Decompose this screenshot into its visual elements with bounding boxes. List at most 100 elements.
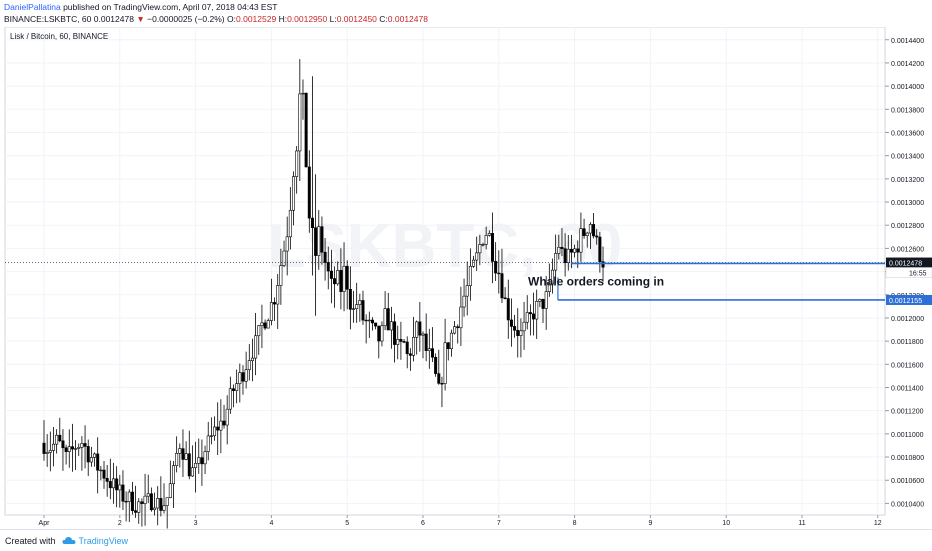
candle-down bbox=[329, 270, 333, 279]
candle-up bbox=[342, 265, 346, 292]
candle-up bbox=[156, 498, 160, 509]
candle-down bbox=[121, 484, 125, 502]
footer-bar: Created with TradingView bbox=[0, 529, 932, 551]
y-tick-label: 0.0011800 bbox=[891, 339, 924, 346]
candle-up bbox=[279, 265, 283, 286]
price-axis-labels: 0.0012478 16:55 0.0012155 bbox=[885, 257, 932, 305]
candle-up bbox=[519, 330, 523, 336]
candle-down bbox=[222, 420, 226, 426]
candle-up bbox=[143, 495, 147, 504]
change-down-arrow-icon: ▼ bbox=[136, 14, 145, 24]
candle-down bbox=[83, 443, 87, 447]
candle-down bbox=[124, 500, 128, 503]
candle-up bbox=[80, 443, 84, 448]
symbol-interval: BINANCE:LSKBTC, 60 bbox=[4, 14, 92, 24]
candle-up bbox=[111, 478, 115, 489]
candle-down bbox=[563, 248, 567, 263]
x-tick-label: Apr bbox=[39, 520, 51, 527]
candle-up bbox=[162, 505, 166, 511]
candlestick-series bbox=[42, 59, 605, 529]
candle-down bbox=[516, 329, 520, 336]
last-price: 0.0012478 bbox=[93, 14, 134, 24]
drawing-overlays bbox=[5, 262, 885, 301]
candle-down bbox=[134, 510, 138, 513]
candle-down bbox=[513, 326, 517, 331]
x-tick-label: 8 bbox=[573, 520, 577, 527]
candle-down bbox=[576, 248, 580, 253]
chart-watermark: LSKBTC, 60 bbox=[268, 212, 623, 281]
y-tick-label: 0.0011600 bbox=[891, 362, 924, 369]
candle-down bbox=[560, 246, 564, 249]
candle-up bbox=[99, 469, 103, 472]
candle-down bbox=[393, 321, 397, 345]
price-change: −0.0000025 (−0.2%) bbox=[147, 14, 225, 24]
candle-up bbox=[544, 291, 548, 309]
candle-up bbox=[538, 299, 542, 302]
candle-up bbox=[396, 339, 400, 345]
candle-down bbox=[149, 493, 153, 511]
candle-up bbox=[238, 372, 242, 384]
candle-down bbox=[361, 300, 365, 321]
created-with-text: Created with bbox=[5, 535, 56, 546]
candle-up bbox=[67, 446, 71, 452]
x-tick-label: 11 bbox=[798, 520, 805, 527]
candle-down bbox=[503, 297, 507, 299]
open-value: 0.0012529 bbox=[236, 14, 277, 24]
candle-down bbox=[310, 217, 314, 229]
candle-up bbox=[168, 483, 172, 498]
candle-down bbox=[273, 302, 277, 305]
candle-up bbox=[74, 448, 78, 450]
author-link[interactable]: DanielPallatina bbox=[4, 2, 61, 12]
candle-up bbox=[175, 453, 179, 466]
candle-up bbox=[285, 236, 289, 252]
candle-up bbox=[427, 348, 431, 351]
countdown-label: 16:55 bbox=[909, 271, 927, 278]
x-tick-label: 12 bbox=[874, 520, 882, 527]
candle-up bbox=[367, 319, 371, 322]
candle-down bbox=[440, 383, 444, 385]
chart-area[interactable]: LSKBTC, 60 Lisk / Bitcoin, 60, BINANCE W… bbox=[0, 26, 932, 529]
candle-down bbox=[374, 322, 378, 327]
y-tick-label: 0.0013200 bbox=[891, 177, 924, 184]
candle-down bbox=[386, 308, 390, 331]
candle-up bbox=[468, 265, 472, 286]
candle-up bbox=[525, 312, 529, 323]
candle-up bbox=[465, 285, 469, 297]
candle-up bbox=[415, 321, 419, 338]
candle-up bbox=[412, 336, 416, 356]
candle-up bbox=[225, 408, 229, 426]
candle-down bbox=[569, 248, 573, 253]
candle-down bbox=[61, 440, 65, 449]
chart-svg[interactable]: LSKBTC, 60 Lisk / Bitcoin, 60, BINANCE W… bbox=[0, 26, 932, 529]
y-tick-label: 0.0011200 bbox=[891, 409, 924, 416]
y-tick-label: 0.0011000 bbox=[891, 432, 924, 439]
whale-annotation[interactable]: Whale orders coming in bbox=[528, 275, 664, 289]
candle-down bbox=[497, 272, 501, 275]
candle-down bbox=[348, 288, 352, 310]
candle-up bbox=[585, 232, 589, 236]
candle-down bbox=[506, 298, 510, 321]
candle-down bbox=[105, 477, 109, 482]
candle-up bbox=[336, 270, 340, 285]
candle-up bbox=[547, 283, 551, 292]
candle-down bbox=[500, 273, 504, 299]
candle-down bbox=[437, 373, 441, 384]
candle-up bbox=[453, 326, 457, 334]
candle-up bbox=[190, 467, 194, 477]
candle-down bbox=[377, 325, 381, 342]
candle-up bbox=[260, 322, 264, 326]
candle-down bbox=[86, 446, 90, 463]
chart-title: Lisk / Bitcoin, 60, BINANCE bbox=[10, 32, 108, 41]
whale-price-label: 0.0012155 bbox=[889, 298, 922, 305]
candle-down bbox=[446, 342, 450, 350]
candle-down bbox=[399, 339, 403, 342]
candle-up bbox=[481, 244, 485, 246]
y-tick-label: 0.0013400 bbox=[891, 154, 924, 161]
candle-up bbox=[579, 228, 583, 253]
y-tick-label: 0.0013600 bbox=[891, 130, 924, 137]
candle-up bbox=[276, 285, 280, 305]
time-axis[interactable]: Apr 2 3 4 5 6 7 8 9 10 11 12 bbox=[39, 515, 882, 527]
candle-down bbox=[582, 228, 586, 236]
candle-up bbox=[247, 360, 251, 371]
tradingview-logo[interactable]: TradingView bbox=[61, 536, 128, 546]
